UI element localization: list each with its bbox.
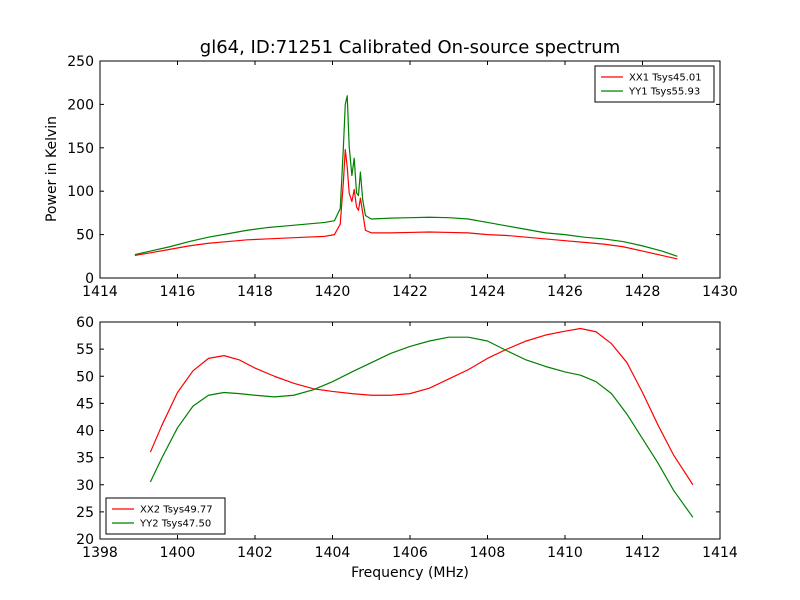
x-tick-label: 1424 <box>470 284 506 300</box>
y-tick-label: 200 <box>67 97 94 113</box>
legend-label: YY2 Tsys47.50 <box>139 519 211 530</box>
x-tick-label: 1406 <box>392 545 428 561</box>
bottom-panel-plot-area: 1398 1400 1402 1404 1406 1408 1410 1412 1414 20 25… <box>76 315 738 561</box>
x-tick-label: 1414 <box>702 545 738 561</box>
x-tick-label: 1410 <box>547 545 583 561</box>
y-tick-label: 40 <box>76 424 94 440</box>
x-tick-label: 1422 <box>392 284 428 300</box>
y-tick-label: 250 <box>67 54 94 70</box>
series-line-1-0 <box>149 327 694 486</box>
legend-box <box>594 65 715 103</box>
legend-label: XX2 Tsys49.77 <box>140 505 213 516</box>
y-tick-label: 60 <box>76 315 94 331</box>
x-tick-label: 1430 <box>702 284 738 300</box>
bottom-panel-xlabel: Frequency (MHz) <box>351 565 469 581</box>
top-panel: Power in Kelvin 1414 1416 1418 1420 1422 1424… <box>44 54 738 300</box>
y-tick-label: 25 <box>76 505 94 521</box>
figure-title: gl64, ID:71251 Calibrated On-source spec… <box>200 37 620 58</box>
legend-label: YY1 Tsys55.93 <box>628 87 700 98</box>
y-tick-label: 45 <box>76 396 94 412</box>
y-tick-label: 0 <box>85 271 94 287</box>
series-line-0-1 <box>134 95 678 257</box>
legend: XX2 Tsys49.77 YY2 Tsys47.50 <box>105 497 226 535</box>
x-tick-label: 1398 <box>82 545 118 561</box>
top-panel-plot-area: 1414 1416 1418 1420 1422 1424 1426 1428 1430 0 50 1… <box>67 54 738 300</box>
x-tick-label: 1420 <box>315 284 351 300</box>
legend-box <box>105 497 226 535</box>
x-tick-label: 1414 <box>82 284 118 300</box>
series-line-0-0 <box>134 148 678 260</box>
y-tick-label: 35 <box>76 451 94 467</box>
x-tick-label: 1408 <box>470 545 506 561</box>
x-tick-label: 1400 <box>160 545 196 561</box>
legend-label: XX1 Tsys45.01 <box>629 73 702 84</box>
x-tick-label: 1426 <box>547 284 583 300</box>
y-tick-label: 50 <box>76 228 94 244</box>
y-tick-label: 150 <box>67 141 94 157</box>
series-line-1-1 <box>149 336 694 518</box>
y-tick-label: 20 <box>76 532 94 548</box>
top-panel-ylabel: Power in Kelvin <box>44 116 60 222</box>
x-tick-label: 1402 <box>237 545 273 561</box>
y-tick-label: 30 <box>76 478 94 494</box>
y-tick-label: 50 <box>76 369 94 385</box>
x-tick-label: 1416 <box>160 284 196 300</box>
x-tick-label: 1428 <box>625 284 661 300</box>
x-tick-label: 1412 <box>625 545 661 561</box>
x-tick-label: 1418 <box>237 284 273 300</box>
legend: XX1 Tsys45.01 YY1 Tsys55.93 <box>594 65 715 103</box>
y-tick-label: 100 <box>67 184 94 200</box>
y-tick-label: 55 <box>76 342 94 358</box>
bottom-panel: Frequency (MHz) 1398 1400 1402 1404 1406 1408… <box>76 315 738 581</box>
x-tick-label: 1404 <box>315 545 351 561</box>
